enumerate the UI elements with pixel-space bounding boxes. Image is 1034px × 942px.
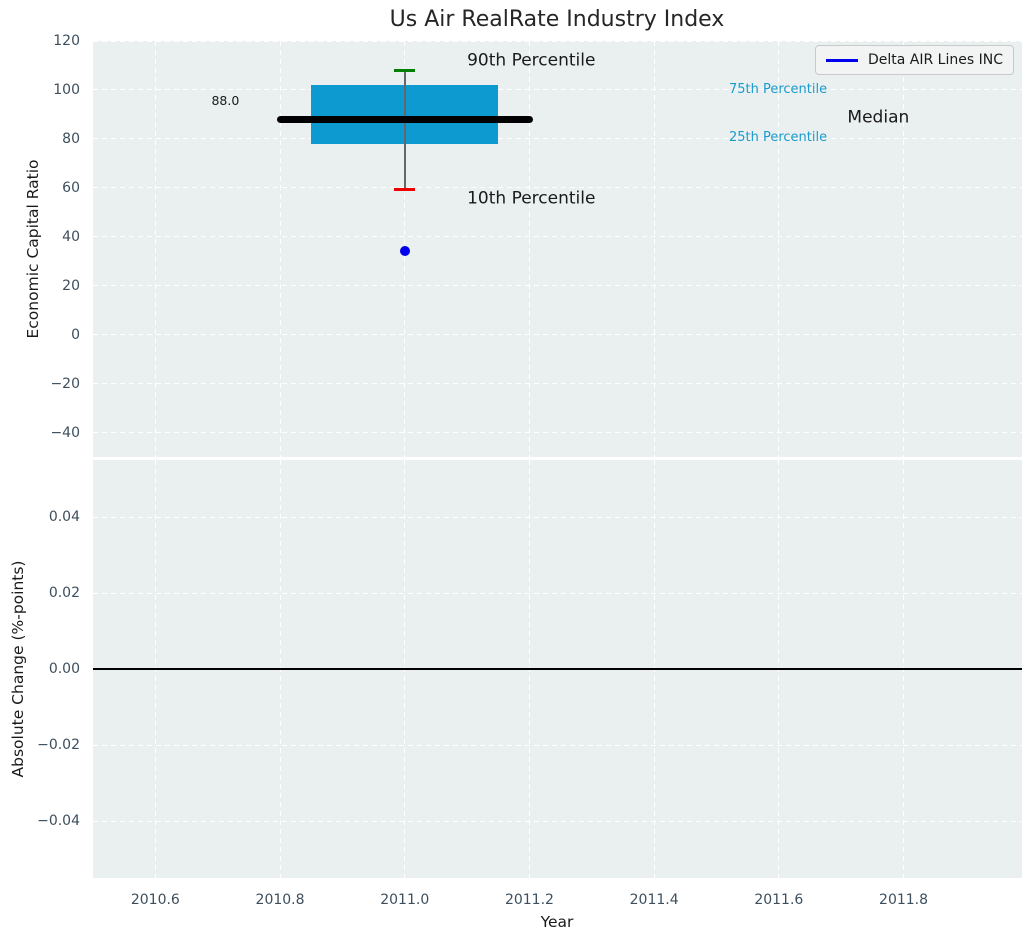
gridline-horizontal <box>93 187 1022 189</box>
x-tick-label: 2011.4 <box>629 892 679 908</box>
y-tick-label: 100 <box>53 81 80 98</box>
annotation-75th-percentile: 75th Percentile <box>728 81 828 97</box>
y-tick-label: −40 <box>50 424 80 441</box>
y-tick-label: 20 <box>62 277 80 294</box>
y-tick-label: 0.04 <box>48 509 80 525</box>
gridline-horizontal <box>93 138 1022 140</box>
x-tick-label: 2011.8 <box>879 892 929 908</box>
gridline-horizontal <box>93 383 1022 385</box>
gridline-vertical <box>154 41 156 457</box>
annotation-25th-percentile: 25th Percentile <box>728 129 828 145</box>
legend: Delta AIR Lines INC <box>815 45 1014 75</box>
gridline-vertical <box>279 41 281 457</box>
gridline-vertical <box>778 41 780 457</box>
x-tick-label: 2010.8 <box>255 892 305 908</box>
gridline-horizontal <box>93 432 1022 434</box>
y-tick-label: 60 <box>62 179 80 196</box>
annotation-10th-percentile: 10th Percentile <box>467 188 596 209</box>
y-tick-label: −0.02 <box>37 737 80 753</box>
gridline-horizontal <box>93 820 1022 822</box>
gridline-horizontal <box>93 744 1022 746</box>
x-axis-label: Year <box>540 913 574 931</box>
x-tick-label: 2011.0 <box>380 892 430 908</box>
data-point <box>399 246 410 257</box>
top-plot-area <box>93 40 1022 457</box>
median-line <box>276 115 533 123</box>
x-tick-label: 2010.6 <box>130 892 180 908</box>
p10-whisker-cap <box>394 187 416 191</box>
y-tick-label: 40 <box>62 228 80 245</box>
legend-line-swatch <box>826 58 858 62</box>
gridline-horizontal <box>93 516 1022 518</box>
gridline-horizontal <box>93 285 1022 287</box>
y-tick-label: −20 <box>50 375 80 392</box>
y-tick-label: 0 <box>71 326 80 343</box>
y-tick-label: 80 <box>62 130 80 147</box>
y-tick-label: 0.00 <box>48 661 80 677</box>
chart-title: Us Air RealRate Industry Index <box>389 7 725 32</box>
gridline-horizontal <box>93 334 1022 336</box>
p90-whisker-cap <box>394 68 416 72</box>
annotation-88-0: 88.0 <box>211 93 240 109</box>
x-tick-label: 2011.2 <box>504 892 554 908</box>
gridline-horizontal <box>93 236 1022 238</box>
gridline-horizontal <box>93 89 1022 91</box>
y-tick-label: −0.04 <box>37 813 80 829</box>
annotation-90th-percentile: 90th Percentile <box>467 50 596 71</box>
gridline-vertical <box>903 41 905 457</box>
y-tick-label: 120 <box>53 33 80 49</box>
gridline-vertical <box>653 41 655 457</box>
whisker-line <box>403 70 406 190</box>
bottom-plot-area <box>93 460 1022 878</box>
zero-line <box>93 668 1022 670</box>
gridline-vertical <box>528 41 530 457</box>
legend-label: Delta AIR Lines INC <box>868 52 1003 68</box>
gridline-horizontal <box>93 592 1022 594</box>
y-tick-label: 0.02 <box>48 585 80 601</box>
gridline-horizontal <box>93 40 1022 42</box>
x-tick-label: 2011.6 <box>754 892 804 908</box>
annotation-median: Median <box>847 107 910 128</box>
